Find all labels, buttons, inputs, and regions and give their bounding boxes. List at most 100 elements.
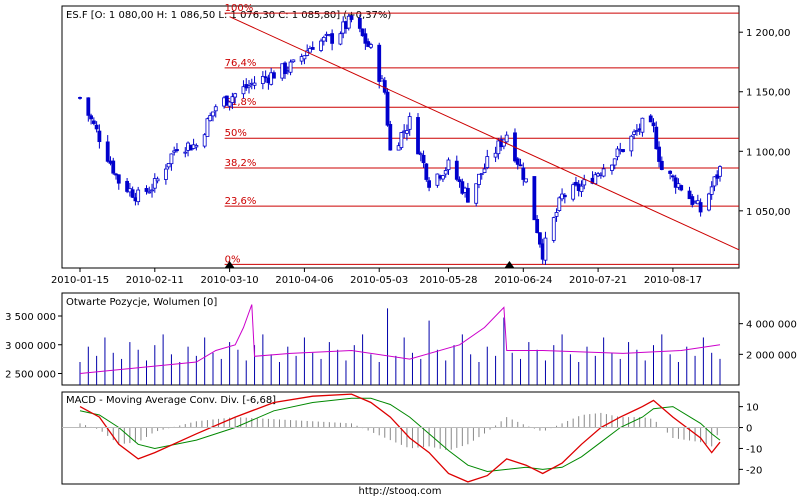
volume-y-axis: 3 500 000 3 000 000 2 500 000 4 000 000 2 00… bbox=[5, 312, 797, 381]
macd-y-tick-label: 10 bbox=[746, 403, 759, 414]
candle-body bbox=[460, 181, 465, 194]
date-tick-label: 2010-02-11 bbox=[126, 275, 184, 286]
price-y-tick-label: 1 050,00 bbox=[746, 207, 791, 218]
candle-body bbox=[712, 176, 717, 187]
candle-body bbox=[648, 115, 653, 123]
fib-level-label: 100% bbox=[225, 3, 254, 14]
candle-body bbox=[446, 159, 451, 171]
candle-body bbox=[150, 189, 154, 192]
date-tick-label: 2010-05-28 bbox=[419, 275, 477, 286]
candle-body bbox=[521, 167, 526, 180]
volume-bars bbox=[79, 308, 721, 385]
macd-y-axis: 10 0 -10 -20 bbox=[62, 403, 762, 476]
candle-body bbox=[360, 28, 365, 37]
candle-body bbox=[562, 194, 567, 198]
macd-plot-frame bbox=[61, 391, 740, 485]
candle-body bbox=[443, 170, 448, 175]
candle-body bbox=[629, 135, 634, 152]
fibonacci-retracement: 100% 76,4% 61,8% 50% 38,2% 23,6% 0% bbox=[224, 3, 739, 265]
candle-body bbox=[615, 148, 620, 158]
event-markers bbox=[224, 261, 515, 268]
date-tick-label: 2010-06-24 bbox=[494, 275, 552, 286]
candle-body bbox=[493, 152, 498, 158]
date-axis: 2010-01-15 2010-02-11 2010-03-10 2010-04-06… bbox=[51, 268, 702, 286]
candle-body bbox=[679, 185, 684, 191]
candle-body bbox=[78, 97, 82, 99]
fib-level-label: 0% bbox=[225, 254, 241, 265]
candle-body bbox=[610, 164, 614, 171]
candle-body bbox=[208, 115, 213, 122]
volume-plot-frame bbox=[61, 292, 740, 386]
fib-level-label: 38,2% bbox=[225, 158, 257, 169]
candle-body bbox=[308, 48, 312, 53]
candle-body bbox=[194, 145, 199, 148]
candle-body bbox=[227, 101, 232, 107]
candle-body bbox=[263, 76, 268, 79]
stock-chart: ES.F [O: 1 080,00 H: 1 086,50 L: 1 076,3… bbox=[5, 3, 797, 485]
date-tick-label: 2010-07-21 bbox=[569, 275, 627, 286]
candle-body bbox=[424, 163, 429, 180]
candle-body bbox=[416, 117, 420, 155]
candle-body bbox=[94, 124, 99, 130]
candle-body bbox=[155, 178, 160, 182]
price-candles bbox=[78, 13, 722, 265]
candle-body bbox=[582, 179, 587, 186]
fib-level-label: 50% bbox=[225, 128, 247, 139]
date-tick-label: 2010-08-17 bbox=[644, 275, 702, 286]
candle-body bbox=[654, 126, 659, 150]
date-tick-label: 2010-01-15 bbox=[51, 275, 109, 286]
price-panel: ES.F [O: 1 080,00 H: 1 086,50 L: 1 076,3… bbox=[51, 3, 791, 286]
candle-body bbox=[247, 85, 251, 88]
candle-body bbox=[260, 76, 265, 84]
candle-body bbox=[211, 111, 215, 117]
candle-body bbox=[612, 158, 617, 166]
price-y-tick-label: 1 150,00 bbox=[746, 88, 791, 99]
candle-body bbox=[380, 78, 384, 82]
candle-body bbox=[183, 151, 188, 154]
candle-body bbox=[418, 153, 423, 156]
candle-body bbox=[457, 179, 462, 183]
candle-body bbox=[377, 44, 382, 82]
macd-signal-line bbox=[79, 397, 721, 473]
candle-body bbox=[579, 185, 584, 192]
candle-body bbox=[366, 41, 371, 47]
candle-body bbox=[369, 44, 373, 48]
candle-body bbox=[454, 160, 459, 180]
candle-body bbox=[111, 160, 116, 174]
candle-body bbox=[407, 116, 412, 130]
candle-body bbox=[557, 197, 562, 211]
candle-body bbox=[441, 175, 445, 180]
candle-body bbox=[538, 232, 542, 245]
macd-y-tick-label: 0 bbox=[746, 424, 752, 435]
event-marker-triangle bbox=[224, 261, 235, 268]
fib-level-label: 61,8% bbox=[225, 97, 257, 108]
candle-body bbox=[632, 131, 637, 135]
candle-body bbox=[382, 80, 387, 93]
candle-body bbox=[518, 164, 523, 167]
candle-body bbox=[202, 134, 207, 147]
date-tick-label: 2010-04-06 bbox=[275, 275, 333, 286]
candle-body bbox=[363, 33, 368, 44]
candle-body bbox=[554, 212, 559, 217]
source-footer: http://stooq.com bbox=[358, 486, 442, 497]
macd-y-tick-label: -20 bbox=[746, 465, 762, 476]
candle-body bbox=[651, 122, 656, 127]
candle-body bbox=[291, 59, 296, 63]
candle-body bbox=[687, 190, 692, 200]
candle-body bbox=[657, 146, 661, 162]
price-y-axis: 1 050,00 1 100,00 1 150,00 1 200,00 bbox=[739, 28, 791, 218]
candle-body bbox=[673, 177, 678, 188]
candle-body bbox=[147, 191, 152, 194]
candle-body bbox=[385, 91, 390, 126]
candle-body bbox=[163, 168, 168, 180]
candle-body bbox=[640, 117, 645, 133]
candle-body bbox=[144, 188, 149, 192]
volume-left-tick-label: 2 500 000 bbox=[5, 370, 56, 381]
candle-body bbox=[302, 55, 307, 60]
candle-body bbox=[130, 189, 135, 198]
candle-body bbox=[690, 196, 695, 205]
volume-panel: Otwarte Pozycje, Wolumen [0] 3 500 0003 … bbox=[5, 292, 797, 386]
candle-body bbox=[399, 132, 404, 148]
fib-level-label: 76,4% bbox=[225, 58, 257, 69]
candle-body bbox=[241, 86, 246, 95]
